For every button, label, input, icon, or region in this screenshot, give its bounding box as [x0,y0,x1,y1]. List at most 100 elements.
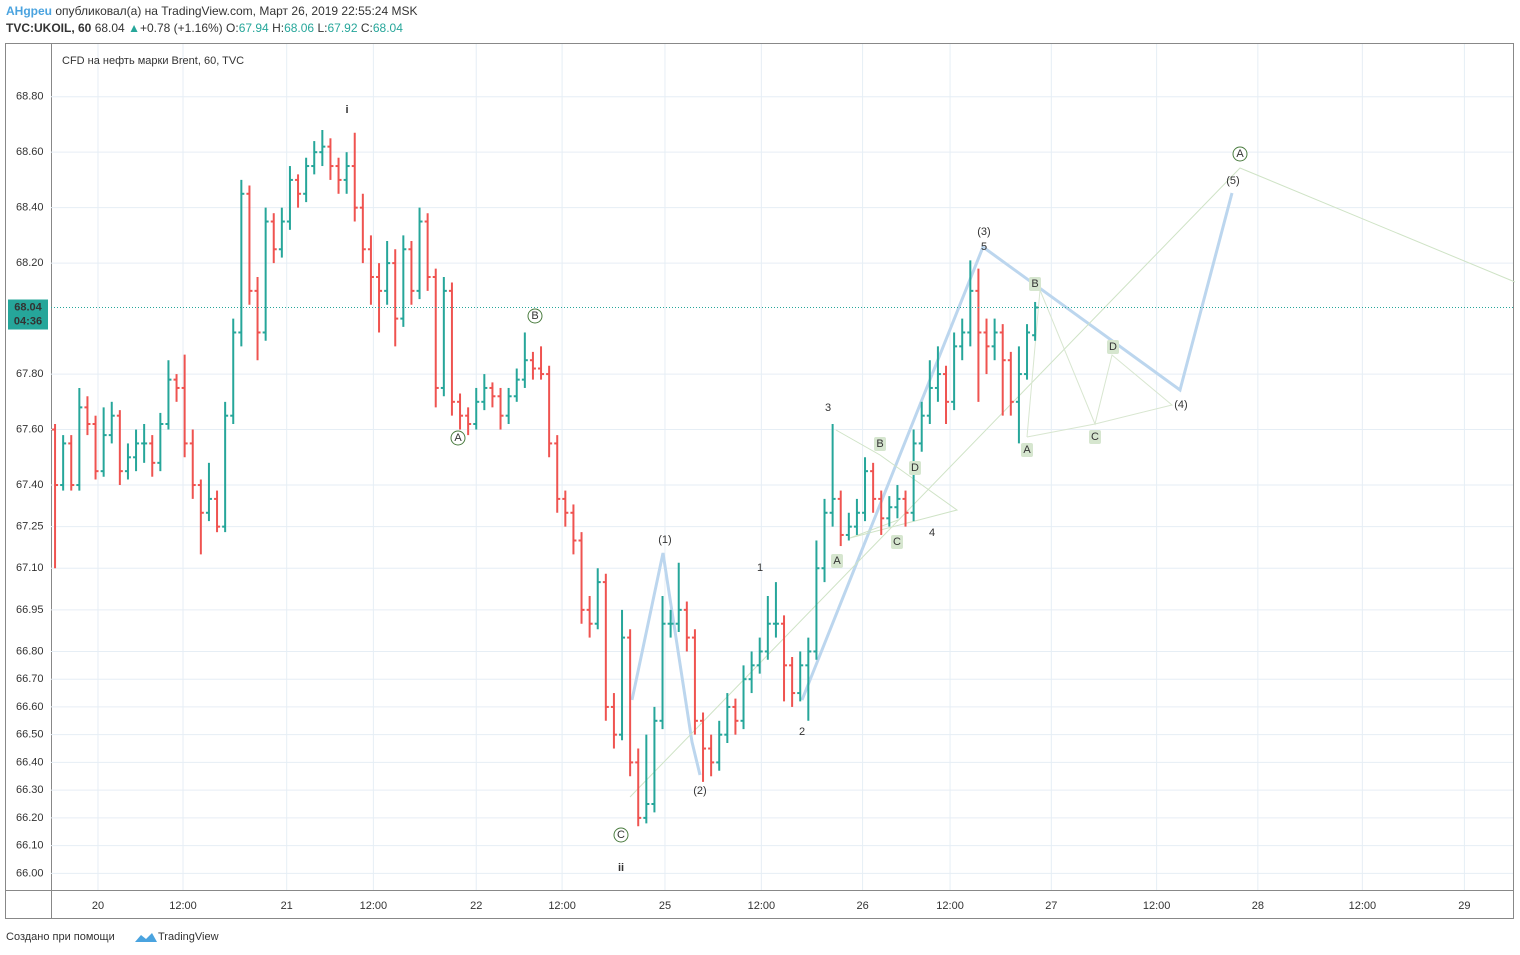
ohlc-bar [878,490,885,535]
wave-label: B [531,310,538,322]
ohlc-bar [473,387,480,430]
y-tick-label: 67.40 [16,479,44,491]
ohlc-bar [643,734,650,824]
ohlc-bar [505,387,512,425]
ohlc-bar [862,457,869,522]
x-tick-label: 12:00 [360,900,388,912]
o-label: O: [226,21,239,35]
x-tick-label: 22 [470,900,482,912]
y-tick-label: 67.80 [16,368,44,380]
ohlc-bar [457,393,464,430]
y-tick-label: 68.40 [16,202,44,214]
ohlc-bar [635,748,642,827]
wave-box [831,554,843,568]
ohlc-bar [570,504,577,555]
x-tick-label: 26 [856,900,868,912]
ohlc-bar [108,401,115,444]
y-tick-label: 66.30 [16,784,44,796]
ohlc-bar [521,332,528,388]
symbol-line: TVC:UKOIL, 60 68.04 ▲+0.78 (+1.16%) O:67… [6,21,403,35]
h-label: H: [272,21,284,35]
ohlc-bar [286,166,293,230]
ohlc-bar [351,132,358,222]
l-label: L: [317,21,327,35]
wave-label: A [454,432,462,444]
ohlc-bar [165,360,172,430]
wave-label: C [1091,431,1099,443]
ohlc-bar [513,368,520,402]
ohlc-bar [189,429,196,499]
ohlc-bar [92,415,99,480]
ohlc-bar [230,318,237,425]
price-label-bg [8,299,48,330]
ohlc-bar [967,260,974,347]
l: 67.92 [327,21,357,35]
ohlc-bar [448,282,455,416]
grid [51,44,1513,890]
wave-label: (4) [1174,399,1187,411]
ohlc-bar [76,387,83,491]
x-tick-label: 28 [1252,900,1264,912]
y-tick-label: 68.60 [16,146,44,158]
ohlc-bar [886,496,893,527]
h: 68.06 [284,21,314,35]
y-tick-label: 66.20 [16,812,44,824]
x-tick-label: 25 [659,900,671,912]
ohlc-bar [554,435,561,513]
ohlc-bar [546,365,553,458]
ohlc-bar [262,207,269,341]
ohlc-bar [926,360,933,425]
ohlc-bar [384,240,391,305]
y-tick-label: 67.25 [16,521,44,533]
ohlc-bar [586,595,593,638]
ohlc-bar [732,698,739,735]
wave-label: 5 [981,241,987,253]
ohlc-bar [424,213,431,291]
wave-label: 2 [799,726,805,738]
ohlc-bar [764,595,771,660]
o: 67.94 [239,21,269,35]
pattern-line [835,429,959,539]
ohlc-bar [772,582,779,638]
up-arrow: ▲ [128,21,140,35]
ohlc-bar [149,435,156,477]
ohlc-bar [951,332,958,411]
ohlc-bar [343,152,350,194]
wave-line [630,552,702,776]
wave-label: A [1236,148,1244,160]
wave-label: B [1031,278,1038,290]
ohlc-bar [797,651,804,702]
x-tick-label: 20 [92,900,104,912]
ohlc-bar [489,382,496,408]
ohlc-bar [983,318,990,375]
header: AHgpeu опубликовал(а) на TradingView.com… [6,4,417,18]
wave-line [800,192,1234,701]
ohlc-bar [214,490,221,533]
ohlc-bar [538,346,545,380]
ohlc-bar [845,512,852,541]
wave-label: ii [618,862,624,874]
wave-label: i [345,104,348,116]
footer-brand[interactable]: TradingView [158,931,219,943]
author[interactable]: AHgpeu [6,4,52,18]
ohlc-bar [853,498,860,535]
ohlc-bar [440,276,447,397]
ohlc-bar [400,235,407,327]
ohlc-bar [157,412,164,472]
y-tick-label: 66.10 [16,840,44,852]
wave-label: 1 [757,562,763,574]
ohlc-bar [529,351,536,380]
ohlc-bar [432,268,439,408]
ohlc-bar [675,562,682,633]
symbol: TVC:UKOIL, 60 [6,21,92,35]
ohlc-bar [813,540,820,660]
ohlc-bar [238,179,245,347]
ohlc-bar [465,407,472,436]
ohlc-bar [359,193,366,264]
x-tick-label: 12:00 [169,900,197,912]
pattern-line [1026,289,1174,438]
ohlc-bar [311,141,318,175]
wave-label: D [911,462,919,474]
ohlc-bar [1015,346,1022,444]
